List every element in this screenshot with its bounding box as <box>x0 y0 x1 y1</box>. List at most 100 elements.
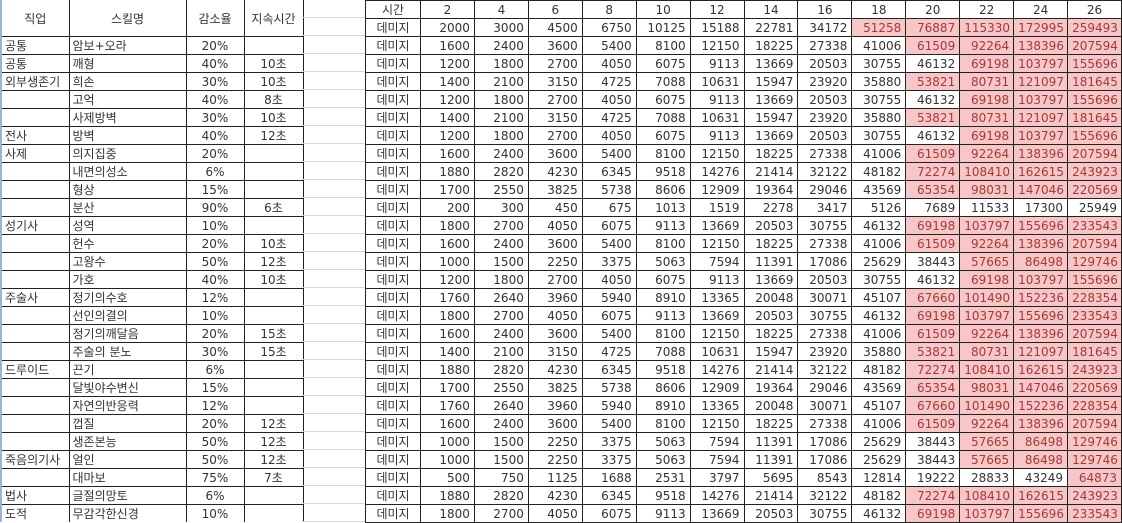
damage-cell[interactable]: 3600 <box>527 144 583 163</box>
duration-cell[interactable]: 12초 <box>243 126 304 145</box>
damage-cell[interactable]: 86498 <box>1013 252 1069 271</box>
damage-cell[interactable]: 2400 <box>473 234 529 253</box>
damage-cell[interactable]: 13365 <box>689 396 745 415</box>
damage-cell[interactable]: 51258 <box>851 18 907 37</box>
damage-cell[interactable]: 1800 <box>473 270 529 289</box>
damage-cell[interactable]: 69198 <box>959 90 1015 109</box>
damage-label[interactable]: 데미지 <box>365 270 421 289</box>
job-cell[interactable] <box>0 180 70 199</box>
damage-cell[interactable]: 2700 <box>527 90 583 109</box>
damage-cell[interactable]: 1600 <box>420 36 475 55</box>
damage-cell[interactable]: 8100 <box>635 324 691 343</box>
damage-label[interactable]: 데미지 <box>365 90 421 109</box>
skill-name-cell[interactable]: 방벽 <box>68 126 187 145</box>
duration-cell[interactable] <box>243 162 304 181</box>
damage-cell[interactable]: 8100 <box>635 234 691 253</box>
damage-cell[interactable]: 9113 <box>689 54 745 73</box>
job-cell[interactable] <box>0 90 70 109</box>
damage-cell[interactable]: 1800 <box>420 504 475 523</box>
damage-cell[interactable]: 23920 <box>797 108 853 127</box>
damage-cell[interactable]: 3150 <box>527 342 583 361</box>
reduction-cell[interactable]: 6% <box>185 360 245 379</box>
damage-cell[interactable]: 243923 <box>1067 486 1122 505</box>
damage-label[interactable]: 데미지 <box>365 216 421 235</box>
damage-cell[interactable]: 9113 <box>689 126 745 145</box>
damage-cell[interactable]: 46132 <box>851 306 907 325</box>
damage-label[interactable]: 데미지 <box>365 504 421 523</box>
damage-cell[interactable]: 181645 <box>1067 72 1122 91</box>
damage-cell[interactable]: 6075 <box>581 504 637 523</box>
damage-cell[interactable]: 57665 <box>959 432 1015 451</box>
damage-cell[interactable]: 450 <box>527 198 583 217</box>
damage-cell[interactable]: 10631 <box>689 342 745 361</box>
skill-name-cell[interactable]: 암보+오라 <box>68 36 187 55</box>
damage-cell[interactable]: 8100 <box>635 36 691 55</box>
damage-cell[interactable]: 27338 <box>797 234 853 253</box>
damage-cell[interactable]: 2700 <box>473 216 529 235</box>
duration-cell[interactable] <box>243 378 304 397</box>
damage-cell[interactable]: 61509 <box>905 36 961 55</box>
damage-cell[interactable]: 12150 <box>689 36 745 55</box>
reduction-cell[interactable]: 75% <box>185 468 245 487</box>
damage-cell[interactable]: 1400 <box>420 72 475 91</box>
damage-cell[interactable]: 138396 <box>1013 144 1069 163</box>
damage-cell[interactable]: 101490 <box>959 396 1015 415</box>
damage-cell[interactable]: 103797 <box>1013 270 1069 289</box>
damage-cell[interactable]: 2100 <box>473 72 529 91</box>
job-cell[interactable]: 죽음의기사 <box>0 450 70 469</box>
damage-cell[interactable]: 69198 <box>905 216 961 235</box>
damage-cell[interactable]: 13669 <box>689 306 745 325</box>
damage-cell[interactable]: 6750 <box>581 18 637 37</box>
damage-cell[interactable]: 1125 <box>527 468 583 487</box>
damage-label[interactable]: 데미지 <box>365 486 421 505</box>
damage-cell[interactable]: 8100 <box>635 144 691 163</box>
job-cell[interactable] <box>0 468 70 487</box>
damage-cell[interactable]: 18225 <box>743 234 799 253</box>
damage-cell[interactable]: 32122 <box>797 360 853 379</box>
damage-cell[interactable]: 28833 <box>959 468 1015 487</box>
column-header[interactable]: 스킬명 <box>68 0 187 37</box>
skill-name-cell[interactable]: 무감각한신경 <box>68 504 187 522</box>
damage-cell[interactable]: 4230 <box>527 360 583 379</box>
damage-cell[interactable]: 27338 <box>797 414 853 433</box>
damage-cell[interactable]: 12909 <box>689 180 745 199</box>
duration-cell[interactable] <box>243 396 304 415</box>
damage-cell[interactable]: 4230 <box>527 162 583 181</box>
damage-cell[interactable]: 27338 <box>797 144 853 163</box>
skill-name-cell[interactable]: 내면의성소 <box>68 162 187 181</box>
damage-cell[interactable]: 10125 <box>635 18 691 37</box>
damage-cell[interactable]: 220569 <box>1067 180 1122 199</box>
duration-cell[interactable]: 7초 <box>243 468 304 487</box>
damage-cell[interactable]: 4725 <box>581 342 637 361</box>
damage-label[interactable]: 데미지 <box>365 252 421 271</box>
duration-cell[interactable]: 10초 <box>243 234 304 253</box>
damage-cell[interactable]: 2640 <box>473 396 529 415</box>
damage-label[interactable]: 데미지 <box>365 54 421 73</box>
damage-cell[interactable]: 13669 <box>743 54 799 73</box>
damage-cell[interactable]: 46132 <box>851 504 907 523</box>
damage-cell[interactable]: 20503 <box>797 270 853 289</box>
damage-cell[interactable]: 30755 <box>797 216 853 235</box>
duration-cell[interactable]: 12초 <box>243 414 304 433</box>
damage-cell[interactable]: 162615 <box>1013 486 1069 505</box>
damage-cell[interactable]: 259493 <box>1067 18 1122 37</box>
damage-cell[interactable]: 1800 <box>473 126 529 145</box>
skill-name-cell[interactable]: 의지집중 <box>68 144 187 163</box>
job-cell[interactable] <box>0 198 70 217</box>
damage-cell[interactable]: 155696 <box>1067 126 1122 145</box>
time-header[interactable]: 16 <box>797 0 853 19</box>
damage-cell[interactable]: 1400 <box>420 108 475 127</box>
damage-cell[interactable]: 181645 <box>1067 342 1122 361</box>
damage-cell[interactable]: 8543 <box>797 468 853 487</box>
damage-cell[interactable]: 10631 <box>689 108 745 127</box>
damage-cell[interactable]: 9113 <box>689 270 745 289</box>
damage-cell[interactable]: 10631 <box>689 72 745 91</box>
damage-cell[interactable]: 15947 <box>743 108 799 127</box>
damage-cell[interactable]: 61509 <box>905 414 961 433</box>
duration-cell[interactable] <box>243 486 304 505</box>
time-label[interactable]: 시간 <box>365 0 421 19</box>
reduction-cell[interactable]: 50% <box>185 450 245 469</box>
damage-cell[interactable]: 20503 <box>743 504 799 523</box>
damage-cell[interactable]: 152236 <box>1013 288 1069 307</box>
reduction-cell[interactable]: 20% <box>185 234 245 253</box>
